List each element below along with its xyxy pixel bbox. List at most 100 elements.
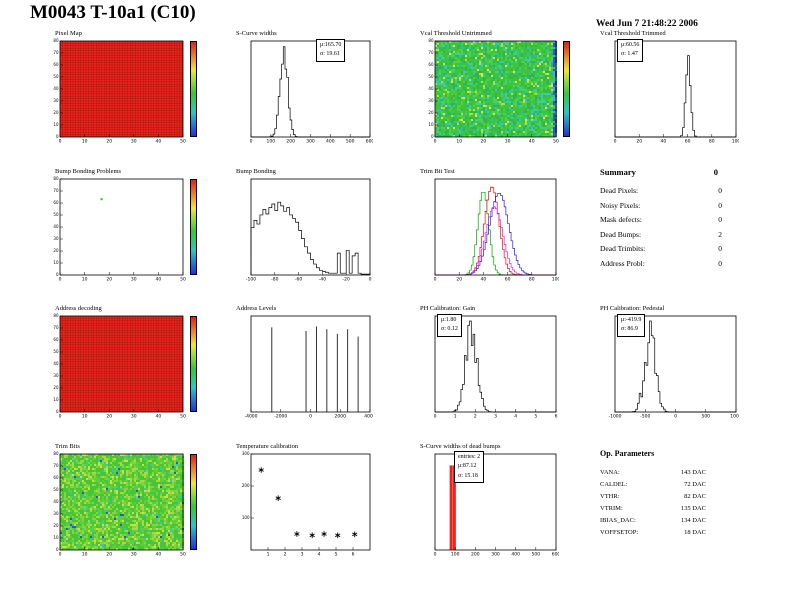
row-label: VTRIM: [600,505,623,512]
stat-sigma: σ: 19.61 [320,51,340,58]
vcal-untrimmed-plot [420,38,559,148]
stat-sigma: σ: 1.47 [621,51,638,58]
pixel-map-title: Pixel Map [55,30,82,37]
summary-row-dead-pixels: Dead Pixels: 0 [600,186,722,195]
panel-vcal-trimmed: Vcal Threshold Trimmed μ:60.56 σ: 1.47 [600,29,740,148]
scurve-widths-stats: μ:165.70 σ: 19.61 [316,39,346,62]
ph-gain-stats: μ:1.80 σ: 0.12 [437,314,462,337]
row-value: 18 DAC [684,529,706,536]
panel-op-params: Op. Parameters VANA: 143 DAC CALDEL: 72 … [600,449,740,541]
panel-pixel-map: Pixel Map [45,29,205,148]
panel-scurve-widths: S-Curve widths μ:165.70 σ: 19.61 [236,29,376,148]
row-value: 0 [718,200,722,210]
dead-bumps-plot [420,451,559,561]
row-value: 143 DAC [680,469,706,476]
bump-problems-plot [45,176,186,286]
panel-bump-problems: Bump Bonding Problems [45,167,205,286]
row-label: CALDEL: [600,481,628,488]
panel-address-levels: Address Levels [236,304,376,423]
bump-bonding-plot [236,176,373,286]
trim-bits-colorbar [190,454,197,550]
summary-header: Summary 0 [600,167,718,177]
row-label: VOFFSETOP: [600,529,639,536]
summary-row-dead-trimbits: Dead Trimbits: 0 [600,244,722,253]
row-label: Noisy Pixels: [600,200,641,210]
row-label: VTHR: [600,493,620,500]
trim-bit-test-title: Trim Bit Test [420,168,455,175]
panel-ph-gain: PH Calibration: Gain μ:1.80 σ: 0.12 [420,304,560,423]
trim-bits-title: Trim Bits [55,443,80,450]
timestamp: Wed Jun 7 21:48:22 2006 [596,19,698,29]
op-row-caldel: CALDEL: 72 DAC [600,481,706,488]
row-value: 0 [718,258,722,268]
panel-vcal-untrimmed: Vcal Threshold Untrimmed [420,29,578,148]
stat-mean: μ:1.80 [441,317,457,323]
stat-sigma: σ: 86.9 [621,326,638,333]
row-value: 135 DAC [680,505,706,512]
ph-pedestal-title: PH Calibration: Pedestal [600,305,665,312]
dead-bumps-title: S-Curve widths of dead bumps [420,443,501,450]
panel-temp-cal: Temperature calibration [236,442,376,561]
dead-bumps-stats: entries: 2 μ:87.12 σ: 15.18 [454,451,485,483]
stat-mean: μ:87.12 [458,463,477,470]
panel-ph-pedestal: PH Calibration: Pedestal μ:-419.9 σ: 86.… [600,304,740,423]
row-value: 2 [718,229,722,239]
pixel-map-plot [45,38,186,148]
summary-row-mask-defects: Mask defects: 0 [600,215,722,224]
summary-total: 0 [713,167,718,177]
op-row-ibias-dac: IBIAS_DAC: 134 DAC [600,517,706,524]
ph-gain-title: PH Calibration: Gain [420,305,476,312]
pixel-map-colorbar [190,41,197,137]
address-decoding-plot [45,313,186,423]
op-params-title: Op. Parameters [600,449,655,458]
ph-pedestal-stats: μ:-419.9 σ: 86.9 [617,314,646,337]
vcal-trimmed-title: Vcal Threshold Trimmed [600,30,666,37]
row-label: IBIAS_DAC: [600,517,636,524]
row-label: VANA: [600,469,620,476]
row-label: Address Probl: [600,258,645,268]
op-row-vtrim: VTRIM: 135 DAC [600,505,706,512]
row-label: Dead Trimbits: [600,244,646,253]
stat-mean: μ:-419.9 [621,317,642,323]
bump-bonding-title: Bump Bonding [236,168,276,175]
stat-mean: μ:60.56 [621,42,640,48]
address-levels-title: Address Levels [236,305,277,312]
panel-dead-bumps: S-Curve widths of dead bumps entries: 2 … [420,442,560,561]
trim-bit-test-plot [420,176,559,286]
op-row-vthr: VTHR: 82 DAC [600,493,706,500]
stat-sigma: σ: 15.18 [458,472,478,479]
address-levels-plot [236,313,373,423]
row-value: 134 DAC [680,517,706,524]
bump-problems-title: Bump Bonding Problems [55,168,122,175]
bump-problems-colorbar [190,179,197,275]
row-value: 72 DAC [684,481,706,488]
row-value: 82 DAC [684,493,706,500]
page-title: M0043 T-10a1 (C10) [30,2,196,23]
row-label: Dead Pixels: [600,186,639,195]
summary-title: Summary [600,167,636,177]
temp-cal-title: Temperature calibration [236,443,299,450]
scurve-widths-plot [236,38,373,148]
vcal-untrimmed-colorbar [563,41,570,137]
row-value: 0 [718,186,722,195]
summary-row-address-probl: Address Probl: 0 [600,259,722,268]
row-value: 0 [718,244,722,253]
op-row-vana: VANA: 143 DAC [600,469,706,476]
address-decoding-colorbar [190,316,197,412]
scurve-widths-title: S-Curve widths [236,30,277,37]
panel-address-decoding: Address decoding [45,304,205,423]
panel-trim-bit-test: Trim Bit Test [420,167,560,286]
summary-row-noisy-pixels: Noisy Pixels: 0 [600,201,722,210]
panel-trim-bits: Trim Bits [45,442,205,561]
stat-entries: entries: 2 [458,454,481,460]
stat-mean: μ:165.70 [320,42,342,48]
row-label: Dead Bumps: [600,229,642,239]
op-row-voffsetop: VOFFSETOP: 18 DAC [600,529,706,536]
row-value: 0 [718,215,722,224]
panel-summary: Summary 0 Dead Pixels: 0 Noisy Pixels: 0… [600,167,740,273]
vcal-trimmed-stats: μ:60.56 σ: 1.47 [617,39,644,62]
panel-bump-bonding: Bump Bonding [236,167,376,286]
trim-bits-plot [45,451,186,561]
summary-row-dead-bumps: Dead Bumps: 2 [600,230,722,239]
